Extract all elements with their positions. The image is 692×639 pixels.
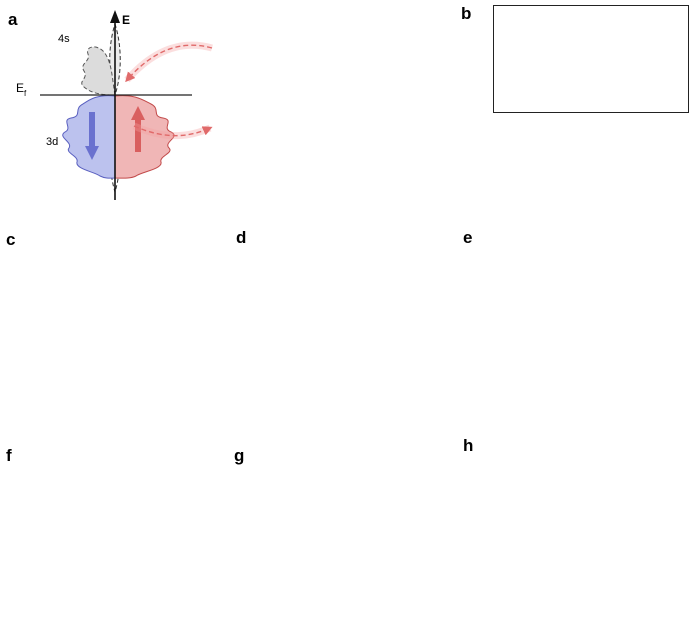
panel-label-g: g bbox=[234, 446, 245, 465]
chart-dos-c bbox=[0, 225, 246, 432]
transition-arrow-top bbox=[125, 44, 213, 83]
chart-exafs bbox=[455, 222, 692, 432]
e-axis-label: E bbox=[122, 13, 130, 27]
band-3d-spin-down bbox=[62, 95, 116, 179]
band-3d-minority bbox=[81, 46, 116, 96]
panel-label-e: e bbox=[463, 228, 473, 247]
label-3d: 3d bbox=[46, 136, 58, 148]
panel-label-a: a bbox=[8, 10, 18, 29]
stm-image-overlay bbox=[493, 5, 688, 112]
band-3d-spin-up bbox=[114, 95, 175, 179]
energy-axis-arrowhead bbox=[110, 10, 120, 23]
panel-label-c: c bbox=[6, 230, 16, 249]
chart-drt-oer bbox=[228, 430, 464, 639]
spin-up-arrowhead bbox=[131, 106, 145, 120]
chart-scatter-comparison bbox=[455, 425, 692, 639]
chart-dos-d bbox=[230, 225, 470, 432]
panel-label-d: d bbox=[236, 228, 247, 247]
panel-label-f: f bbox=[6, 446, 12, 465]
fermi-label-sub: f bbox=[24, 89, 27, 98]
panel-a-diagram: E 4s 3d E f bbox=[16, 10, 213, 200]
chart-intensity-profile bbox=[455, 112, 692, 224]
panel-label-h: h bbox=[463, 436, 474, 455]
spin-down-arrowhead bbox=[85, 146, 99, 160]
label-4s: 4s bbox=[58, 33, 70, 45]
stm-image-canvas bbox=[493, 5, 689, 113]
fermi-label: E bbox=[16, 81, 24, 95]
transition-arrow-bottom bbox=[133, 125, 213, 137]
panel-label-b: b bbox=[461, 4, 472, 23]
chart-drt-orr bbox=[0, 430, 246, 639]
orbital-configurations bbox=[0, 0, 455, 225]
